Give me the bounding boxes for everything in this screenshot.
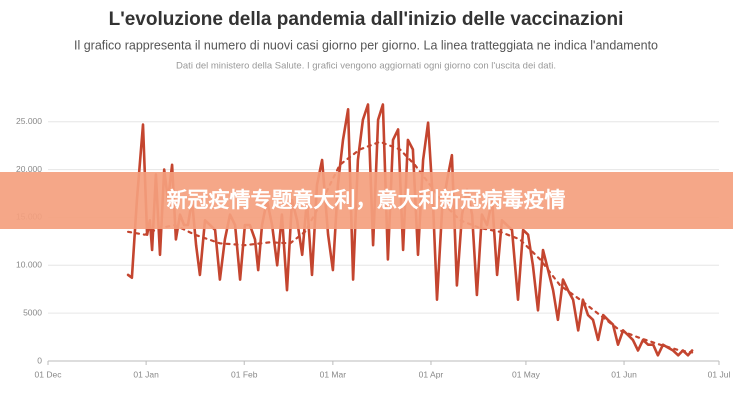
trend-line [127, 140, 694, 354]
y-tick-label: 0 [37, 355, 42, 365]
x-tick-label: 01 Jan [133, 369, 159, 379]
x-tick-label: 01 Apr [419, 369, 444, 379]
y-tick-label: 10.000 [16, 260, 42, 270]
y-tick-label: 5000 [23, 307, 42, 317]
chart-title: L'evoluzione della pandemia dall'inizio … [109, 9, 624, 30]
chart-source: Dati del ministero della Salute. I grafi… [176, 61, 556, 72]
x-tick-label: 01 May [512, 369, 541, 379]
data-line [126, 103, 694, 357]
y-tick-label: 25.000 [16, 116, 42, 126]
y-tick-label: 20.000 [16, 164, 42, 174]
x-tick-label: 01 Mar [320, 369, 347, 379]
banner-text: 新冠疫情专题意大利，意大利新冠病毒疫情 [167, 188, 566, 212]
x-tick-label: 01 Dec [35, 369, 63, 379]
chart-subtitle: Il grafico rappresenta il numero di nuov… [74, 38, 658, 52]
x-tick-label: 01 Jul [708, 369, 731, 379]
x-tick-label: 01 Feb [231, 369, 258, 379]
x-tick-label: 01 Jun [611, 369, 637, 379]
banner-background [0, 172, 733, 229]
